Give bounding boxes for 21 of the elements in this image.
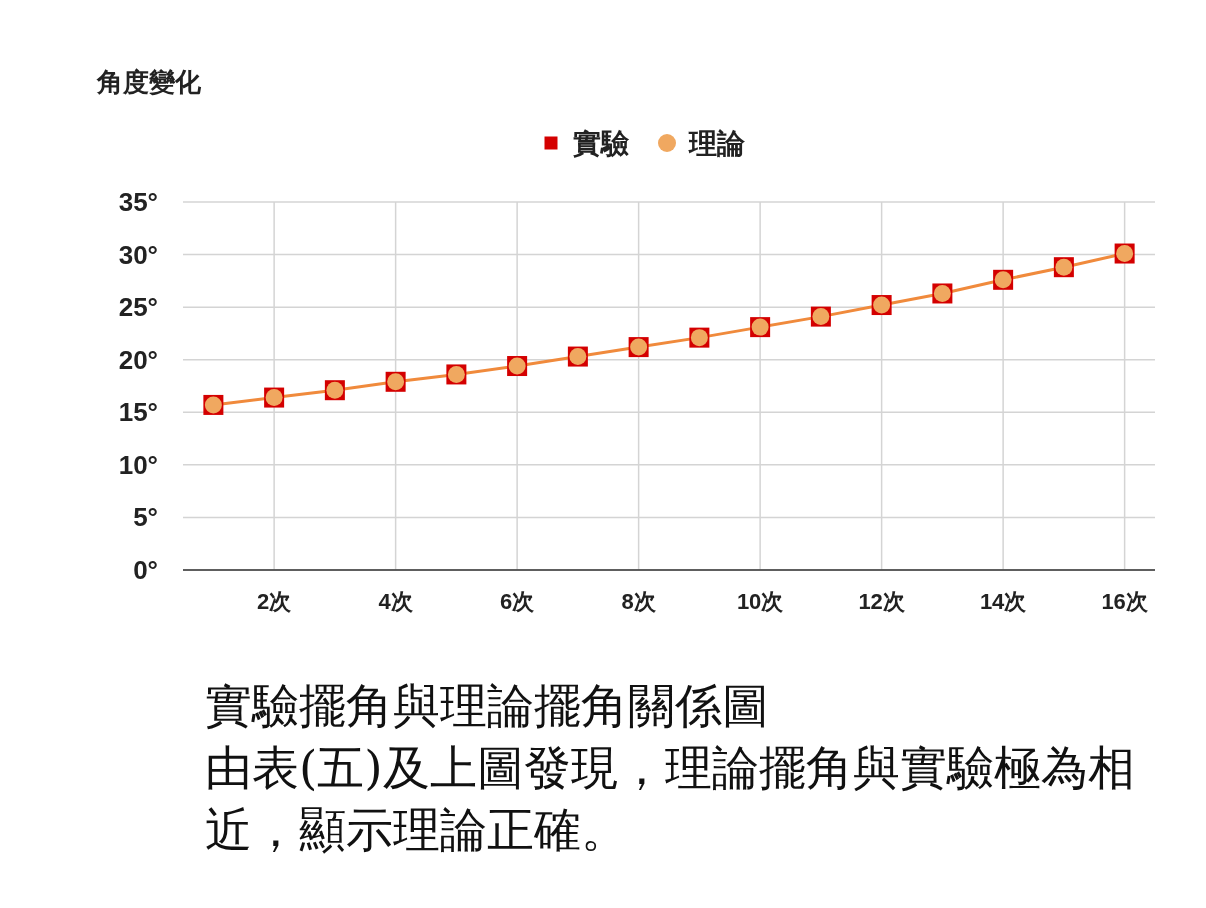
x-tick-label: 6次 [500,588,536,614]
x-tick-label: 12次 [858,588,906,614]
y-tick-label: 10° [118,449,158,480]
y-tick-label: 35° [118,187,158,217]
y-tick-label: 25° [118,292,158,323]
y-tick-label: 15° [118,397,158,428]
y-tick-label: 0° [133,555,158,585]
x-tick-label: 16次 [1101,588,1149,614]
x-tick-label: 14次 [979,588,1028,614]
x-tick-label: 4次 [378,588,414,614]
y-tick-label: 30° [118,239,158,270]
x-tick-label: 2次 [257,588,293,614]
y-tick-label: 20° [118,344,158,375]
x-tick-label: 8次 [621,588,657,614]
chart-title: 角度變化 [96,67,202,97]
legend-label: 實驗 [573,127,630,159]
legend-label: 理論 [688,127,746,159]
text: 由表(五)及上圖發現，理論擺角與實驗極為相近，顯示理論正確。 [205,739,1136,859]
y-tick-label: 5° [133,502,158,533]
x-tick-label: 10次 [736,588,785,614]
text: 實驗擺角與理論擺角關係圖 [205,677,770,735]
